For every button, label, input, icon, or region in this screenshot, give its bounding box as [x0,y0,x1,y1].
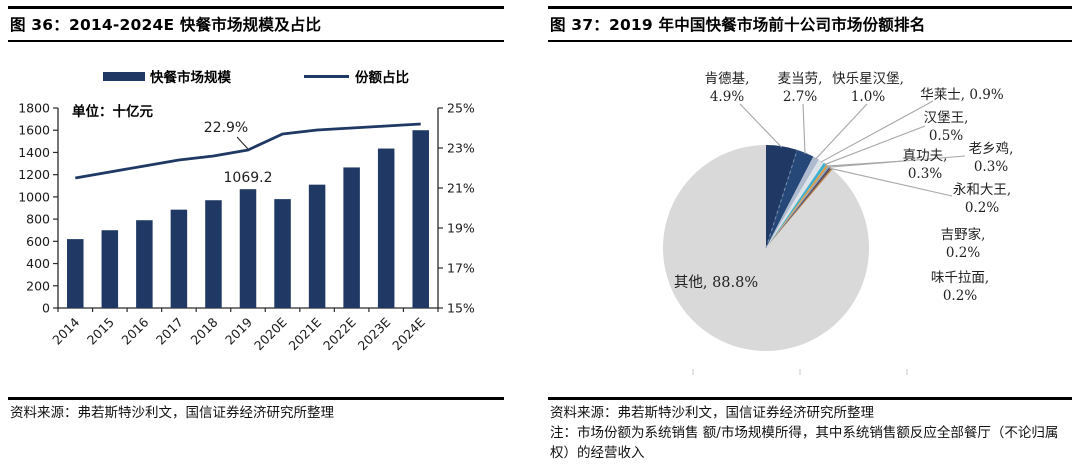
svg-text:2022E: 2022E [320,314,359,353]
svg-text:2014: 2014 [49,314,82,347]
svg-text:17%: 17% [447,261,475,276]
svg-text:400: 400 [26,256,50,271]
source-note: 资料来源：弗若斯特沙利文，国信证券经济研究所整理 [10,405,334,421]
title-divider [548,40,1072,42]
svg-text:22.9%: 22.9% [204,120,248,136]
method-note: 注：市场份额为系统销售 额/市场规模所得，其中系统销售额反应全部餐厅（不论归属权… [550,425,1059,461]
pie-chart: 肯德基, 4.9% 麦当劳, 2.7% 快乐星汉堡, 1.0% 华莱士, 0.9% 汉堡王, 0… [663,70,1014,375]
svg-text:25%: 25% [447,101,475,116]
figure-36-title: 图 36：2014-2024E 快餐市场规模及占比 [10,16,322,34]
svg-text:华莱士, 0.9%: 华莱士, 0.9% [920,87,1004,103]
figure-36-panel: 图 36：2014-2024E 快餐市场规模及占比 快餐市场规模 份额占比 0 200… [8,0,504,467]
top-divider [8,6,504,9]
svg-text:永和大王,0.2%: 永和大王, 0.2% [953,182,1011,216]
svg-text:2023E: 2023E [355,314,394,353]
svg-text:份额占比: 份额占比 [355,69,409,86]
svg-text:2024E: 2024E [389,314,428,353]
svg-text:19%: 19% [447,221,475,236]
svg-text:其他, 88.8%: 其他, 88.8% [674,274,758,291]
title-divider [8,40,504,42]
footer-divider [8,397,504,400]
svg-text:2018: 2018 [187,314,220,347]
svg-text:1200: 1200 [18,167,50,182]
svg-text:1069.2: 1069.2 [224,170,273,186]
bar-line-chart: 快餐市场规模 份额占比 0 200 400 600 800 1000 1200 1400 1600 1… [18,69,475,353]
svg-text:2017: 2017 [153,315,186,348]
svg-text:老乡鸡,0.3%: 老乡鸡, 0.3% [969,140,1014,175]
svg-text:2021E: 2021E [286,314,325,353]
svg-text:200: 200 [26,278,50,293]
top-divider [548,6,1072,9]
svg-text:肯德基,4.9%: 肯德基, 4.9% [705,70,750,105]
svg-text:2020E: 2020E [251,314,290,353]
svg-text:快餐市场规模: 快餐市场规模 [150,69,231,86]
svg-text:2016: 2016 [118,314,151,347]
svg-text:0: 0 [42,301,50,316]
figure-37-title: 图 37：2019 年中国快餐市场前十公司市场份额排名 [550,16,926,34]
footer-divider [548,397,1072,400]
svg-text:快乐星汉堡,1.0%: 快乐星汉堡, 1.0% [832,71,904,105]
svg-text:1800: 1800 [18,101,50,116]
svg-text:2015: 2015 [84,315,117,348]
svg-text:21%: 21% [447,181,475,196]
svg-text:1600: 1600 [18,123,50,138]
svg-text:吉野家,0.2%: 吉野家, 0.2% [941,226,986,261]
svg-text:23%: 23% [447,141,475,156]
svg-text:800: 800 [26,212,50,227]
svg-text:单位：十亿元: 单位：十亿元 [72,103,153,120]
svg-text:味千拉面,0.2%: 味千拉面, 0.2% [931,270,989,304]
svg-text:汉堡王,0.5%: 汉堡王, 0.5% [924,110,969,144]
source-note: 资料来源：弗若斯特沙利文，国信证券经济研究所整理 [550,405,874,421]
figure-37-panel: 图 37：2019 年中国快餐市场前十公司市场份额排名 肯德基, 4.9% 麦当劳,… [548,0,1072,467]
svg-text:麦当劳,2.7%: 麦当劳, 2.7% [778,71,823,105]
svg-text:15%: 15% [447,301,475,316]
svg-text:真功夫,0.3%: 真功夫, 0.3% [903,148,948,182]
svg-text:1000: 1000 [18,189,50,204]
svg-text:1400: 1400 [18,145,50,160]
svg-text:600: 600 [26,234,50,249]
